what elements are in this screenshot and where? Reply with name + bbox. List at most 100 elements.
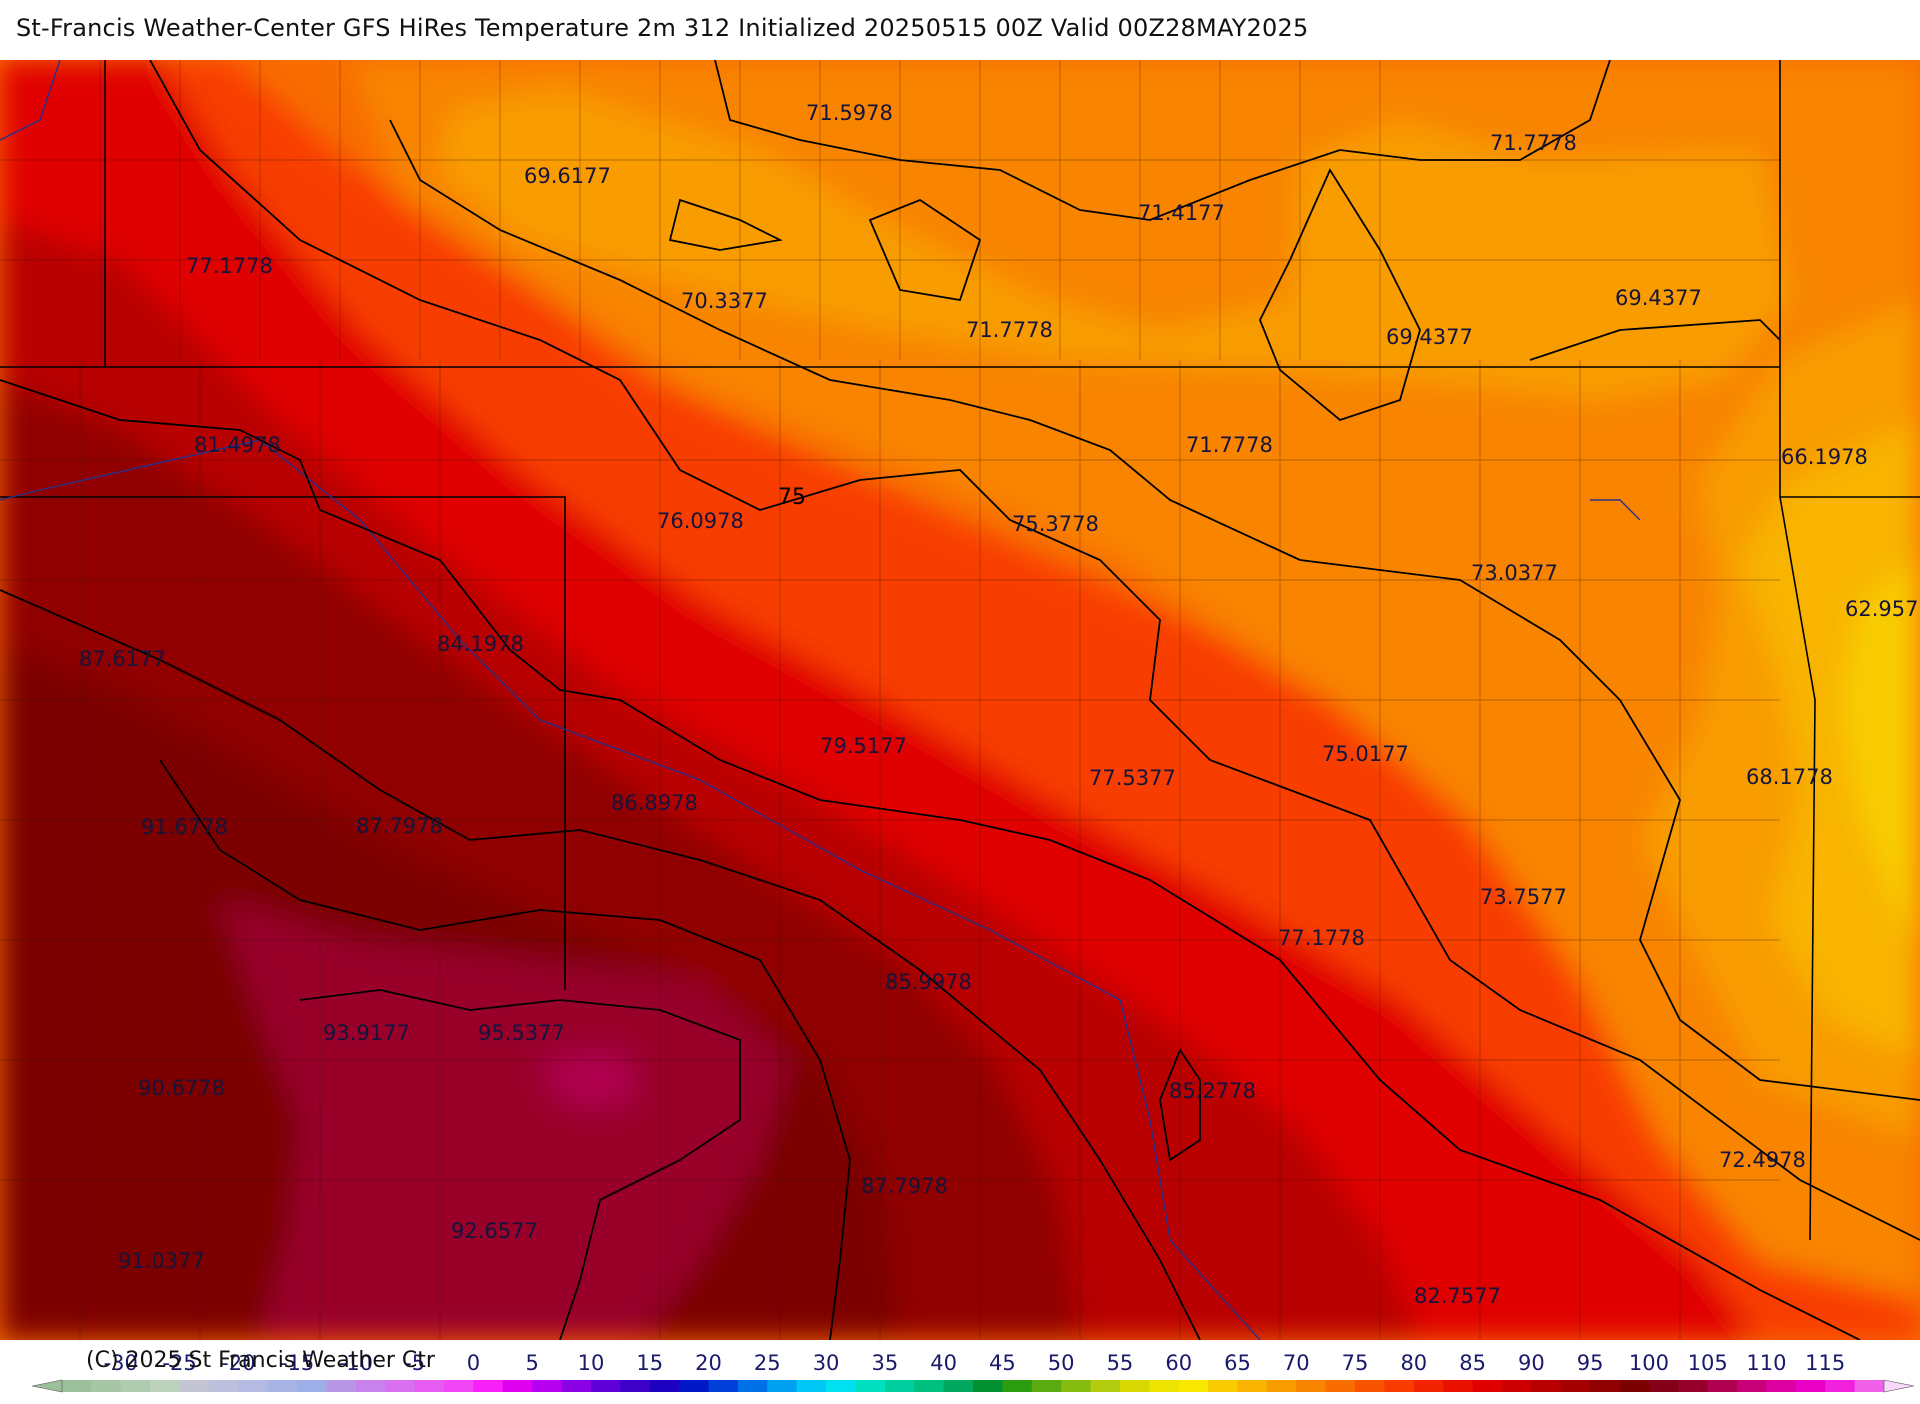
colorbar-swatch	[1384, 1380, 1415, 1392]
colorbar-swatch	[414, 1380, 445, 1392]
colorbar-tick-label: 100	[1629, 1351, 1669, 1375]
colorbar-left-arrow	[31, 1379, 63, 1393]
temperature-label: 75.3778	[1012, 512, 1099, 536]
colorbar-swatch	[855, 1380, 886, 1392]
colorbar-swatch	[943, 1380, 974, 1392]
colorbar-swatch	[1325, 1380, 1356, 1392]
colorbar-swatch	[737, 1380, 768, 1392]
colorbar-swatch	[1472, 1380, 1503, 1392]
colorbar-swatch	[708, 1380, 739, 1392]
colorbar-swatch	[502, 1380, 533, 1392]
map-title: St-Francis Weather-Center GFS HiRes Temp…	[16, 14, 1309, 42]
colorbar-tick-label: 55	[1107, 1351, 1134, 1375]
colorbar-swatch	[973, 1380, 1003, 1392]
colorbar-swatch	[826, 1380, 856, 1392]
temperature-label: 82.7577	[1414, 1284, 1501, 1308]
colorbar-swatch	[532, 1380, 563, 1392]
colorbar-swatch	[297, 1380, 327, 1392]
colorbar-swatch	[796, 1380, 827, 1392]
colorbar-swatch	[1707, 1380, 1738, 1392]
colorbar-swatch	[884, 1380, 915, 1392]
colorbar-swatch	[1619, 1380, 1650, 1392]
zone-hottest	[540, 1050, 640, 1110]
temperature-label: 75.0177	[1322, 742, 1409, 766]
zone-coolest-inner	[1840, 560, 1920, 940]
colorbar-tick-label: 115	[1805, 1351, 1845, 1375]
colorbar-swatch	[62, 1380, 92, 1392]
colorbar-swatch	[1149, 1380, 1180, 1392]
colorbar-right-arrow	[1883, 1379, 1915, 1393]
colorbar-swatch	[561, 1380, 592, 1392]
temperature-label: 85.9978	[885, 970, 972, 994]
colorbar-swatch	[1061, 1380, 1092, 1392]
temperature-label: 81.4978	[194, 433, 281, 457]
state-boundaries	[0, 60, 1920, 1241]
zone-coolest	[1740, 420, 1920, 1060]
colorbar-swatch	[1296, 1380, 1327, 1392]
colorbar-swatch	[1266, 1380, 1297, 1392]
colorbar-tick-label: 40	[930, 1351, 957, 1375]
colorbar-swatch	[1178, 1380, 1209, 1392]
colorbar-tick-label: 90	[1518, 1351, 1545, 1375]
colorbar-tick-label: 5	[526, 1351, 539, 1375]
colorbar-swatch	[1560, 1380, 1591, 1392]
colorbar-tick-label: 50	[1048, 1351, 1075, 1375]
colorbar-swatch	[1090, 1380, 1121, 1392]
colorbar-swatch	[620, 1380, 651, 1392]
colorbar-swatch	[1413, 1380, 1444, 1392]
temperature-label: 71.5978	[806, 101, 893, 125]
temperature-label: 93.9177	[323, 1021, 410, 1045]
colorbar-swatch	[1002, 1380, 1033, 1392]
temperature-label: 91.6778	[141, 815, 228, 839]
colorbar-swatch	[1590, 1380, 1621, 1392]
colorbar-tick-label: 30	[813, 1351, 840, 1375]
colorbar-swatch	[914, 1380, 945, 1392]
temperature-label: 77.1778	[186, 254, 273, 278]
temperature-label: 71.4177	[1138, 201, 1225, 225]
colorbar-swatch	[1648, 1380, 1679, 1392]
colorbar-swatch	[208, 1380, 239, 1392]
temperature-label: 76.0978	[657, 509, 744, 533]
temperature-label: 69.6177	[524, 164, 611, 188]
temperature-label: 95.5377	[478, 1021, 565, 1045]
temperature-labels: 69.6177 71.5978 71.7778 77.1778 70.3377 …	[79, 101, 1920, 1308]
colorbar-swatch	[150, 1380, 181, 1392]
colorbar-tick-label: 110	[1746, 1351, 1786, 1375]
temperature-label: 86.8978	[611, 791, 698, 815]
zone-magenta	[220, 900, 790, 1340]
temperature-label: 87.6177	[79, 647, 166, 671]
temperature-label: 87.7978	[861, 1174, 948, 1198]
colorbar-swatch	[1795, 1380, 1826, 1392]
colorbar-swatch	[1501, 1380, 1532, 1392]
colorbar-swatch	[1854, 1380, 1885, 1392]
temperature-label: 66.1978	[1781, 445, 1868, 469]
colorbar-swatch	[679, 1380, 710, 1392]
temperature-label: 87.7978	[356, 814, 443, 838]
colorbar-tick-label: 75	[1342, 1351, 1369, 1375]
colorbar-tick-label: 85	[1459, 1351, 1486, 1375]
colorbar-tick-label: -25	[162, 1351, 196, 1375]
colorbar-tick-label: -5	[404, 1351, 425, 1375]
colorbar-swatch	[767, 1380, 798, 1392]
colorbar-swatch	[91, 1380, 122, 1392]
county-boundaries	[0, 60, 1780, 1340]
colorbar-swatch	[179, 1380, 210, 1392]
colorbar-tick-label: -30	[104, 1351, 138, 1375]
temperature-label: 72.4978	[1719, 1148, 1806, 1172]
colorbar-tick-labels: -30 -25 -20 -15 -10 -5 0 5 10 15 20 25 30 35 40 45 50 55 6…	[104, 1351, 1846, 1375]
colorbar-tick-label: 105	[1688, 1351, 1728, 1375]
temperature-label: 68.1778	[1746, 765, 1833, 789]
colorbar-swatch	[649, 1380, 680, 1392]
colorbar-swatch	[355, 1380, 386, 1392]
colorbar-swatch	[1355, 1380, 1385, 1392]
colorbar-legend: -30 -25 -20 -15 -10 -5 0 5 10 15 20 25 30 35 40 45 50 55 6…	[0, 1340, 1920, 1400]
temperature-label: 77.1778	[1278, 926, 1365, 950]
colorbar-tick-label: 0	[467, 1351, 480, 1375]
temperature-label: 79.5177	[820, 734, 907, 758]
isotherms	[0, 60, 1920, 1340]
colorbar-swatch	[444, 1380, 474, 1392]
colorbar-swatch	[1678, 1380, 1709, 1392]
colorbar-swatch	[1737, 1380, 1767, 1392]
colorbar-swatch	[473, 1380, 504, 1392]
colorbar-tick-label: 70	[1283, 1351, 1310, 1375]
